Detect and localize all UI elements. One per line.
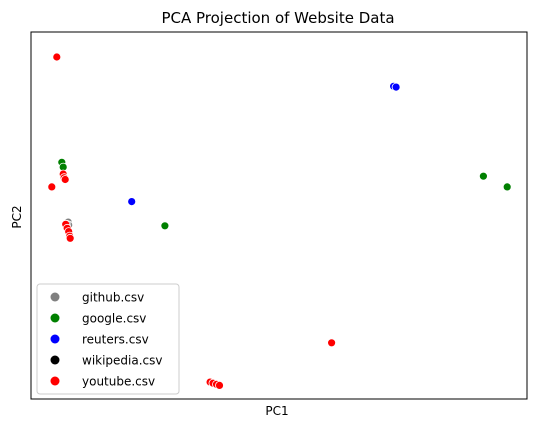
chart-title: PCA Projection of Website Data: [161, 9, 394, 27]
scatter-point-youtube-0: [52, 52, 62, 62]
scatter-point-youtube-4: [60, 175, 70, 184]
legend-marker-reuters: [50, 334, 60, 344]
legend-label-google: google.csv: [82, 312, 146, 326]
scatter-point-youtube-10: [327, 338, 337, 348]
scatter-point-youtube-1: [47, 182, 57, 192]
data-points: [47, 52, 512, 390]
scatter-point-youtube-14: [215, 380, 224, 390]
scatter-point-youtube-9: [65, 233, 75, 243]
legend-label-github: github.csv: [82, 291, 144, 305]
legend-label-youtube: youtube.csv: [82, 375, 155, 389]
y-axis-label: PC2: [10, 205, 24, 228]
scatter-point-google-3: [478, 171, 488, 181]
scatter-point-google-4: [502, 182, 512, 192]
legend-marker-wikipedia: [50, 355, 60, 365]
scatter-point-reuters-2: [127, 197, 137, 207]
scatter-point-reuters-1: [391, 82, 401, 92]
legend: github.csv google.csv reuters.csv wikipedia…: [36, 283, 180, 395]
scatter-point-google-2: [160, 221, 170, 231]
legend-label-wikipedia: wikipedia.csv: [82, 354, 163, 368]
legend-marker-youtube: [50, 376, 60, 386]
legend-box: [36, 283, 180, 395]
legend-label-reuters: reuters.csv: [82, 333, 149, 347]
legend-items: github.csv google.csv reuters.csv wikipedia…: [50, 291, 163, 389]
x-axis-label: PC1: [265, 404, 288, 418]
legend-marker-google: [50, 313, 60, 323]
legend-marker-github: [50, 292, 60, 302]
